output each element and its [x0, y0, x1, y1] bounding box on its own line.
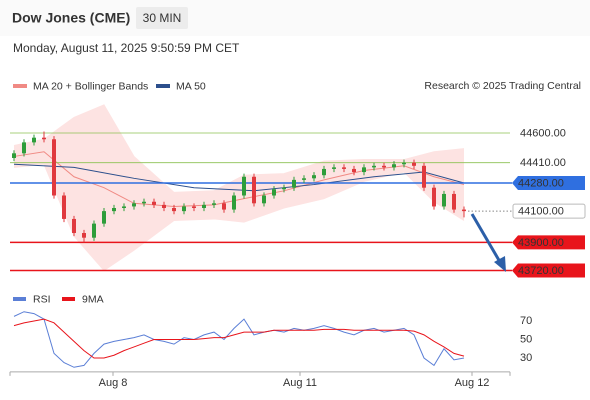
source: Research © 2025 Trading Central: [424, 80, 581, 92]
level-label: 44410.00: [520, 157, 566, 169]
candle-body: [222, 203, 226, 210]
candle-body: [42, 137, 46, 140]
candle-body: [152, 201, 156, 205]
legend-label: 9MA: [82, 293, 104, 305]
candle-body: [452, 193, 456, 210]
legend-swatch: [13, 297, 26, 301]
candle-body: [202, 204, 206, 208]
forecast-arrow: [470, 213, 502, 263]
candle-body: [302, 178, 306, 180]
candle-body: [442, 193, 446, 207]
plot-layer: MA 20 + Bollinger Bands MA 50 44600.00 4441…: [9, 80, 586, 389]
candle-body: [382, 165, 386, 168]
level-label-box: [512, 176, 585, 190]
candle-body: [282, 187, 286, 190]
candle-body: [22, 142, 26, 154]
candle-body: [172, 208, 176, 212]
candle-body: [52, 139, 56, 196]
candle-body: [212, 203, 216, 205]
candle-body: [372, 165, 376, 168]
legend-label: RSI: [33, 293, 51, 305]
level-label: 44280.00: [518, 177, 564, 189]
level-label-box: [512, 263, 585, 278]
y-tick-label: 50: [520, 333, 532, 345]
candle-body: [312, 175, 316, 179]
candle-body: [142, 201, 146, 204]
level-label-box: [512, 235, 585, 250]
candle-body: [392, 164, 396, 168]
candle-body: [342, 167, 346, 169]
level-label: 44100.00: [518, 206, 564, 218]
candle-body: [192, 206, 196, 208]
candle-body: [12, 153, 16, 158]
candle-body: [292, 179, 296, 188]
candle-body: [252, 176, 256, 204]
candle-body: [112, 208, 116, 212]
level-label: 44600.00: [520, 127, 566, 139]
candle-body: [352, 168, 356, 173]
x-tick-label: Aug 12: [455, 377, 490, 389]
candle-body: [272, 189, 276, 196]
legend-label: MA 50: [176, 80, 206, 92]
level-label: 43720.00: [518, 265, 564, 277]
candle-body: [462, 209, 466, 212]
candle-body: [182, 206, 186, 212]
candle-body: [412, 162, 416, 166]
legend-swatch: [62, 297, 75, 301]
legend-swatch: [156, 84, 170, 88]
x-tick-label: Aug 8: [99, 377, 128, 389]
rsi-line: [13, 311, 465, 368]
title: Dow Jones (CME): [12, 10, 130, 26]
candle-body: [232, 195, 236, 210]
ma20-line: [13, 151, 465, 207]
candle-body: [422, 165, 426, 188]
timeframe: 30 MIN: [143, 11, 182, 25]
bollinger-band: [14, 104, 464, 271]
candle-body: [62, 195, 66, 219]
header-bar: [0, 0, 590, 36]
x-tick-label: Aug 11: [283, 377, 317, 389]
legend-swatch: [13, 84, 27, 88]
y-tick-label: 70: [520, 315, 532, 327]
candle-body: [332, 167, 336, 169]
candle-body: [132, 203, 136, 207]
candle-body: [362, 167, 366, 173]
candle-body: [262, 195, 266, 204]
level-label: 43900.00: [518, 237, 564, 249]
candle-body: [432, 187, 436, 207]
candle-body: [322, 168, 326, 176]
candle-body: [402, 162, 406, 165]
candle-body: [72, 218, 76, 233]
candle-body: [242, 176, 246, 196]
candle-body: [82, 233, 86, 238]
candle-body: [122, 206, 126, 208]
candle-body: [102, 211, 106, 224]
candle-body: [162, 204, 166, 208]
level-label-box: [512, 203, 586, 219]
legend-label: MA 20 + Bollinger Bands: [33, 80, 148, 92]
timestamp: Monday, August 11, 2025 9:50:59 PM CET: [13, 41, 240, 55]
rsi-line: [13, 318, 465, 359]
forecast-arrowhead: [494, 256, 506, 272]
y-tick-label: 30: [520, 352, 532, 364]
candle-body: [32, 137, 36, 143]
candle-body: [92, 223, 96, 238]
timeframe-box: [136, 7, 188, 29]
